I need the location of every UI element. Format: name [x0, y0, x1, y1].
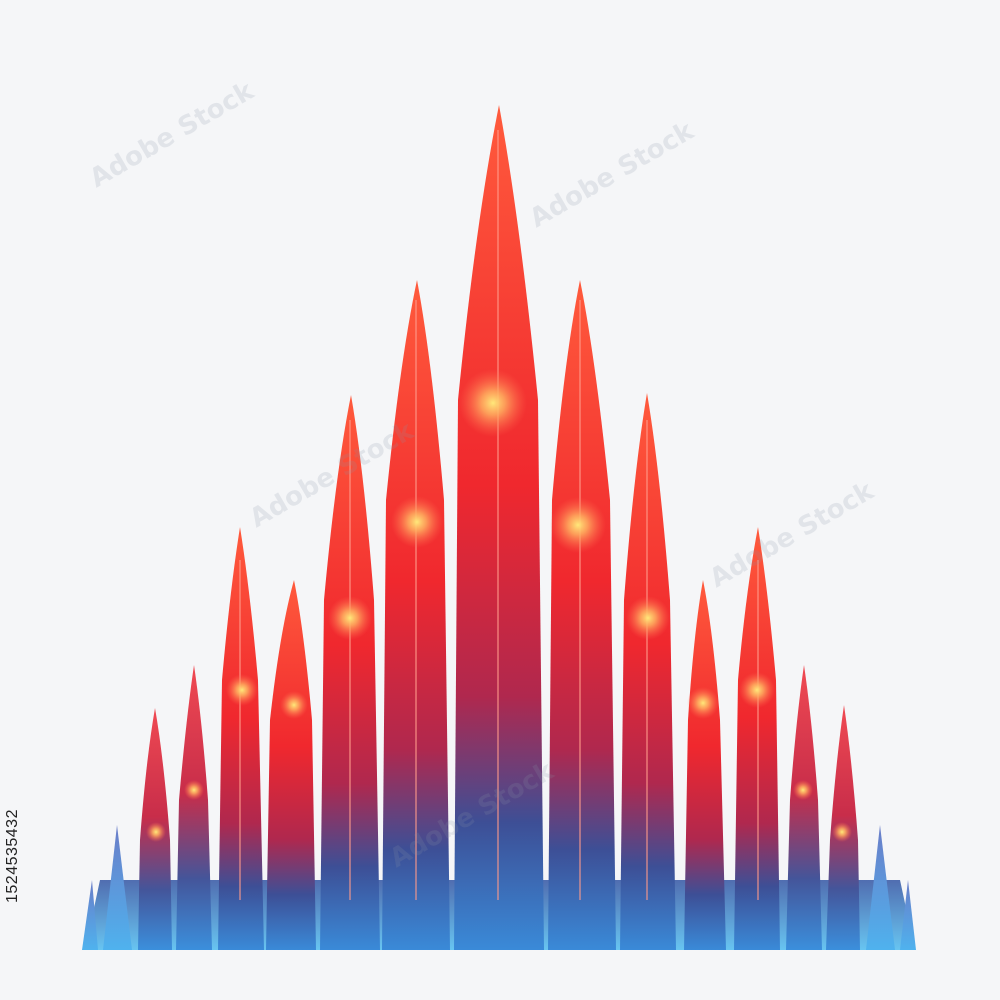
glow-sparks: [146, 369, 852, 842]
stock-id-label: 1524535432: [4, 809, 21, 903]
spire-l5: [176, 665, 212, 950]
spike-left-2: [103, 825, 132, 950]
spire-r5: [786, 665, 822, 950]
spike-far-left: [82, 880, 98, 950]
spike-right-2: [866, 825, 895, 950]
spire-l3: [266, 580, 316, 950]
spire-r1: [548, 280, 616, 950]
spire-r3: [684, 580, 726, 950]
spike-far-right: [900, 880, 916, 950]
